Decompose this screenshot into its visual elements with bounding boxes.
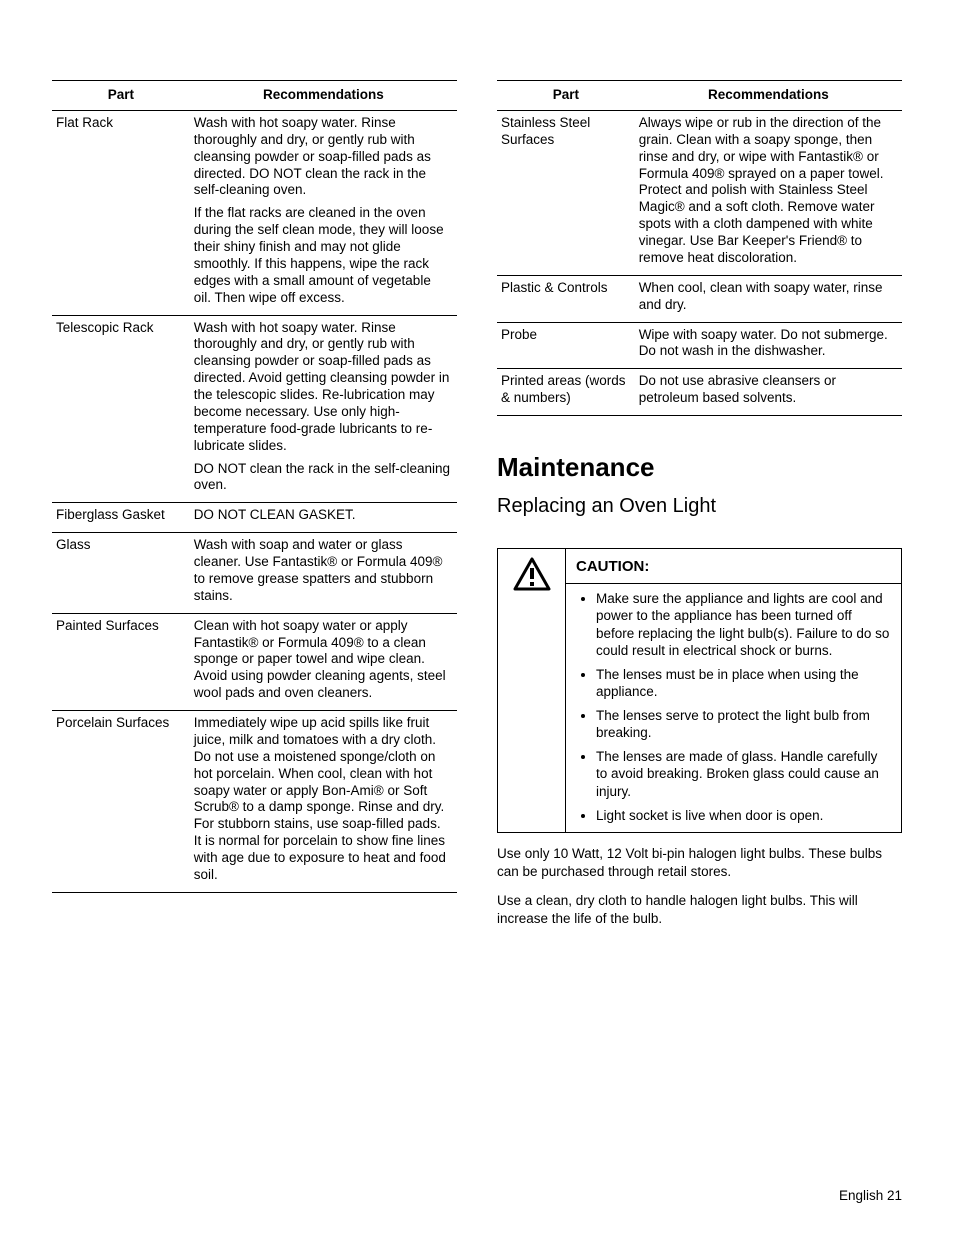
body-paragraph: Use only 10 Watt, 12 Volt bi-pin halogen… — [497, 845, 902, 880]
caution-list-item: Make sure the appliance and lights are c… — [596, 590, 891, 660]
recommendation-cell: When cool, clean with soapy water, rinse… — [635, 275, 902, 322]
cleaning-table-left: Part Recommendations Flat RackWash with … — [52, 80, 457, 893]
recommendation-cell: Clean with hot soapy water or apply Fant… — [190, 613, 457, 710]
col-header-part: Part — [52, 81, 190, 111]
col-header-rec: Recommendations — [635, 81, 902, 111]
table-header-row: Part Recommendations — [52, 81, 457, 111]
caution-list-item: The lenses must be in place when using t… — [596, 666, 891, 701]
recommendation-paragraph: Wash with hot soapy water. Rinse thoroug… — [194, 115, 451, 199]
recommendation-cell: Wash with hot soapy water. Rinse thoroug… — [190, 315, 457, 503]
recommendation-paragraph: When cool, clean with soapy water, rinse… — [639, 280, 896, 314]
part-cell: Painted Surfaces — [52, 613, 190, 710]
recommendation-cell: Wipe with soapy water. Do not submerge. … — [635, 322, 902, 369]
table-header-row: Part Recommendations — [497, 81, 902, 111]
maintenance-subheading: Replacing an Oven Light — [497, 495, 902, 518]
recommendation-cell: Do not use abrasive cleansers or petrole… — [635, 369, 902, 416]
recommendation-paragraph: Wipe with soapy water. Do not submerge. … — [639, 327, 896, 361]
page-footer: English 21 — [839, 1188, 902, 1203]
recommendation-paragraph: DO NOT clean the rack in the self-cleani… — [194, 461, 451, 495]
cleaning-table-right: Part Recommendations Stainless Steel Sur… — [497, 80, 902, 416]
recommendation-cell: Wash with hot soapy water. Rinse thoroug… — [190, 110, 457, 315]
caution-list-item: Light socket is live when door is open. — [596, 807, 891, 825]
caution-title: CAUTION: — [566, 549, 901, 584]
table-row: Fiberglass GasketDO NOT CLEAN GASKET. — [52, 503, 457, 533]
caution-list: Make sure the appliance and lights are c… — [566, 590, 901, 825]
recommendation-paragraph: Wash with soap and water or glass cleane… — [194, 537, 451, 605]
table-row: Telescopic RackWash with hot soapy water… — [52, 315, 457, 503]
table-row: Painted SurfacesClean with hot soapy wat… — [52, 613, 457, 710]
part-cell: Plastic & Controls — [497, 275, 635, 322]
two-column-layout: Part Recommendations Flat RackWash with … — [52, 80, 902, 927]
table-row: Plastic & ControlsWhen cool, clean with … — [497, 275, 902, 322]
part-cell: Glass — [52, 533, 190, 614]
part-cell: Fiberglass Gasket — [52, 503, 190, 533]
table-row: Printed areas (words & numbers)Do not us… — [497, 369, 902, 416]
recommendation-cell: Immediately wipe up acid spills like fru… — [190, 711, 457, 893]
table-row: Flat RackWash with hot soapy water. Rins… — [52, 110, 457, 315]
caution-list-item: The lenses are made of glass. Handle car… — [596, 748, 891, 801]
maintenance-heading: Maintenance — [497, 452, 902, 483]
part-cell: Telescopic Rack — [52, 315, 190, 503]
page: Part Recommendations Flat RackWash with … — [0, 0, 954, 1235]
table-row: Porcelain SurfacesImmediately wipe up ac… — [52, 711, 457, 893]
warning-triangle-icon — [513, 557, 551, 591]
col-header-rec: Recommendations — [190, 81, 457, 111]
recommendation-paragraph: If the flat racks are cleaned in the ove… — [194, 205, 451, 306]
body-paragraph: Use a clean, dry cloth to handle halogen… — [497, 892, 902, 927]
recommendation-cell: Always wipe or rub in the direction of t… — [635, 110, 902, 275]
caution-list-item: The lenses serve to protect the light bu… — [596, 707, 891, 742]
caution-box: CAUTION: Make sure the appliance and lig… — [497, 548, 902, 833]
table-row: GlassWash with soap and water or glass c… — [52, 533, 457, 614]
recommendation-paragraph: Immediately wipe up acid spills like fru… — [194, 715, 451, 884]
col-header-part: Part — [497, 81, 635, 111]
caution-content: CAUTION: Make sure the appliance and lig… — [566, 549, 901, 832]
recommendation-cell: DO NOT CLEAN GASKET. — [190, 503, 457, 533]
part-cell: Stainless Steel Surfaces — [497, 110, 635, 275]
left-column: Part Recommendations Flat RackWash with … — [52, 80, 457, 927]
right-column: Part Recommendations Stainless Steel Sur… — [497, 80, 902, 927]
part-cell: Porcelain Surfaces — [52, 711, 190, 893]
recommendation-paragraph: Do not use abrasive cleansers or petrole… — [639, 373, 896, 407]
part-cell: Flat Rack — [52, 110, 190, 315]
recommendation-paragraph: Always wipe or rub in the direction of t… — [639, 115, 896, 267]
part-cell: Probe — [497, 322, 635, 369]
maintenance-body: Use only 10 Watt, 12 Volt bi-pin halogen… — [497, 845, 902, 927]
table-row: Stainless Steel SurfacesAlways wipe or r… — [497, 110, 902, 275]
recommendation-paragraph: Wash with hot soapy water. Rinse thoroug… — [194, 320, 451, 455]
part-cell: Printed areas (words & numbers) — [497, 369, 635, 416]
table-row: ProbeWipe with soapy water. Do not subme… — [497, 322, 902, 369]
caution-icon-cell — [498, 549, 566, 832]
recommendation-paragraph: DO NOT CLEAN GASKET. — [194, 507, 451, 524]
recommendation-paragraph: Clean with hot soapy water or apply Fant… — [194, 618, 451, 702]
recommendation-cell: Wash with soap and water or glass cleane… — [190, 533, 457, 614]
